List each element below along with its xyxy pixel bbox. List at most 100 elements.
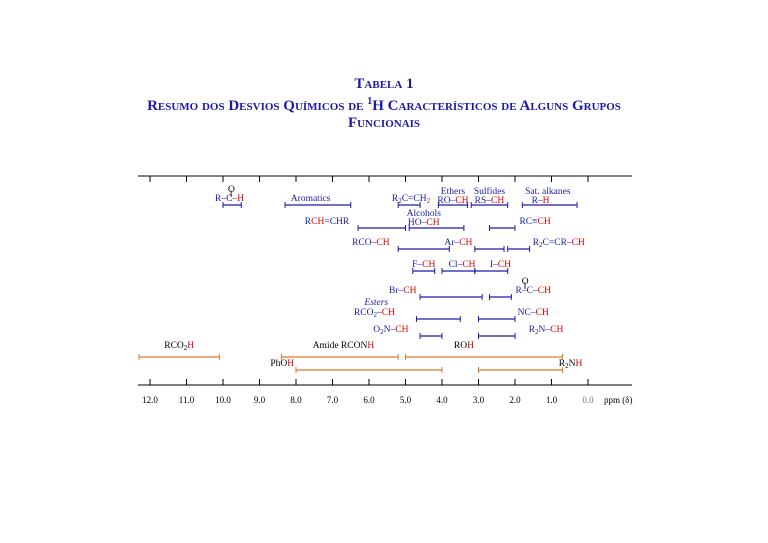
group-label-part: N– [539, 325, 551, 335]
shift-range [222, 202, 242, 208]
group-label-part: Ethers [441, 187, 466, 197]
shift-range [357, 225, 406, 231]
group-label-part: 2 [565, 362, 569, 370]
shift-range [474, 268, 509, 274]
group-labels: R–C–HO‖ Aromatics R2C=CH2EthersRO–CHSulfid… [164, 185, 585, 370]
tick-label: 2.0 [509, 395, 521, 405]
shift-range [488, 225, 516, 231]
shift-range [470, 202, 509, 208]
group-label-part: CH [459, 238, 472, 248]
group-label: R2C=CH2 [392, 194, 431, 205]
group-label-part: CH [376, 238, 389, 248]
title-line-2a: Resumo dos Desvios Químicos de [147, 98, 368, 114]
group-label-part: R–C– [516, 286, 538, 296]
tick-label: 12.0 [142, 395, 158, 405]
group-label-part: N [569, 359, 576, 369]
bottom-axis: 12.0 11.0 10.0 9.0 8.0 7.0 6.0 5.0 4.0 3.0 2.0 1.0 0… [138, 379, 632, 405]
group-label: Alcohols [407, 209, 442, 219]
group-label-part: CH [395, 325, 408, 335]
group-label-part: Br– [389, 286, 404, 296]
group-label-part: C=CR– [543, 238, 572, 248]
group-label-part: CH [572, 238, 585, 248]
group-label-part: N– [384, 325, 396, 335]
group-label-part: H [543, 196, 550, 206]
group-label-part: RCO– [352, 238, 377, 248]
group-label-part: H [287, 359, 294, 369]
group-label: R–C–H [215, 194, 244, 204]
table-title: Tabela 1 Resumo dos Desvios Químicos de … [0, 76, 768, 132]
tick-label: 5.0 [400, 395, 412, 405]
group-label-part: R [305, 217, 312, 227]
group-label-part: R [529, 325, 536, 335]
group-label-part: I– [490, 260, 498, 270]
shift-range [478, 367, 563, 373]
group-label-part: R–C [215, 194, 232, 204]
shift-range [478, 316, 516, 322]
group-label-part: O [373, 325, 380, 335]
group-label: Aromatics [291, 194, 331, 204]
group-label-part: CH [382, 308, 395, 318]
title-line-2: Resumo dos Desvios Químicos de 1H Caract… [0, 93, 768, 115]
group-label: Sat. alkanes [525, 187, 571, 197]
tick-label: 9.0 [254, 395, 266, 405]
group-label: RCO2H [164, 341, 194, 352]
tick-label: 1.0 [546, 395, 558, 405]
group-label: Esters [363, 298, 388, 308]
group-label: RO–CH [437, 196, 468, 206]
group-label-part: –H [231, 194, 244, 204]
shift-range [397, 246, 450, 252]
tick-label: 4.0 [436, 395, 448, 405]
group-label-part: CH [403, 286, 416, 296]
group-label: F–CH [412, 260, 435, 270]
title-line-3: Funcionais [347, 115, 421, 131]
tick-label: 10.0 [215, 395, 231, 405]
group-label: R2N–CH [529, 325, 564, 336]
group-label: Ethers [441, 187, 466, 197]
group-label-part: Esters [363, 298, 388, 308]
group-label-part: O [522, 277, 529, 287]
group-label-part: R– [532, 196, 543, 206]
group-label: R2C=CR–CH [533, 238, 585, 249]
group-label-part: RO [454, 341, 467, 351]
group-label-part: Cl– [449, 260, 463, 270]
group-label: Cl–CH [449, 260, 476, 270]
group-label-part: RC≡ [519, 217, 537, 227]
group-label: O [522, 277, 529, 287]
shift-range [507, 246, 531, 252]
shift-range [412, 268, 436, 274]
shift-range [280, 354, 399, 360]
group-label: HO–CH [408, 218, 440, 228]
shift-range [415, 316, 461, 322]
shift-range [474, 246, 505, 252]
group-label-part: RCO [354, 308, 374, 318]
group-label-part: CH [536, 308, 549, 318]
group-label-part: O [228, 185, 235, 195]
group-label-part: H [576, 359, 583, 369]
group-label: R2NH [559, 359, 583, 370]
group-label-part: CH [537, 217, 550, 227]
group-label: RCO2–CH [354, 308, 395, 319]
group-label-part: CH [455, 196, 468, 206]
group-label-part: 2 [535, 328, 539, 336]
tick-label: 8.0 [290, 395, 302, 405]
group-label-part: R [533, 238, 540, 248]
group-label-part: CH [550, 325, 563, 335]
shift-range [419, 294, 483, 300]
group-label: O2N–CH [373, 325, 408, 336]
group-label-part: 2 [380, 328, 384, 336]
group-label-part: Alcohols [407, 209, 442, 219]
title-line-1: Tabela 1 [354, 76, 414, 92]
shift-range [295, 367, 443, 373]
group-label-part: Sat. alkanes [525, 187, 571, 197]
group-label: RCH=CHR [305, 217, 350, 227]
tick-label: 7.0 [327, 395, 339, 405]
group-label: Br–CH [389, 286, 417, 296]
group-label-part: H [467, 341, 474, 351]
group-label: Sulfides [474, 186, 505, 197]
group-label-part: CH [462, 260, 475, 270]
group-label-part: 2 [539, 241, 543, 249]
group-label-part: ‖ [230, 190, 233, 200]
group-label-part: RS– [475, 196, 492, 206]
x-axis-label: ppm (δ) [604, 395, 633, 405]
